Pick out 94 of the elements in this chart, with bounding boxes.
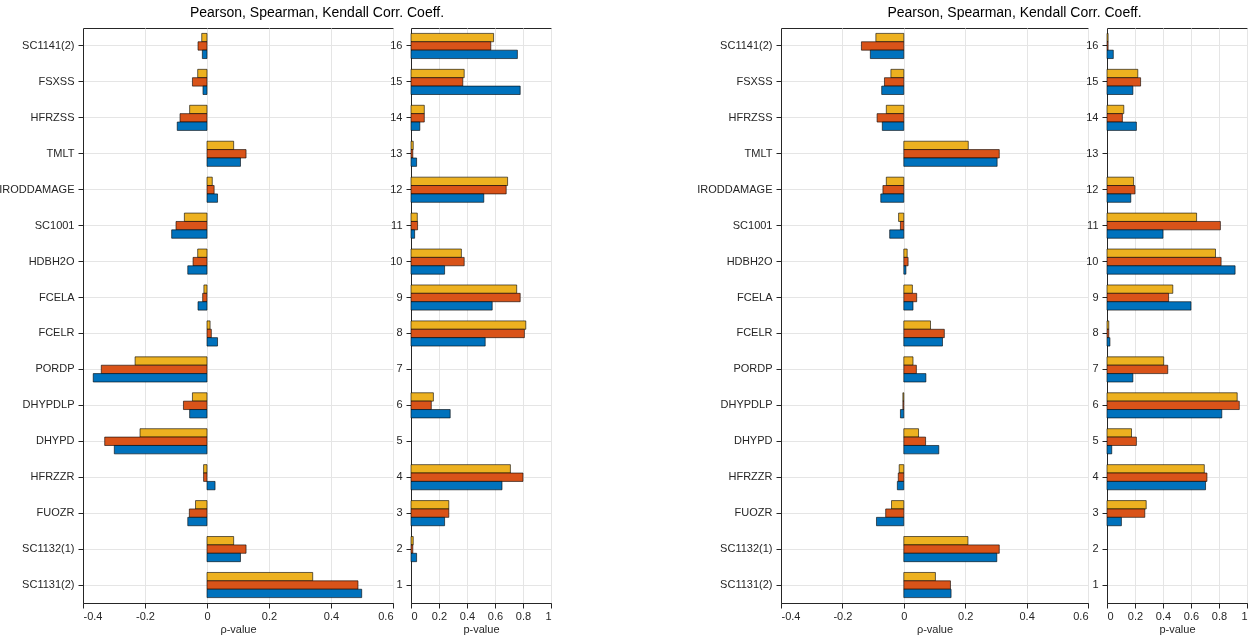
y-tick-label: 1 <box>1092 578 1099 591</box>
x-axis-title: p-value <box>1159 622 1196 635</box>
x-tick-label: 0.8 <box>515 609 532 622</box>
y-tick-label: 14 <box>1086 110 1099 123</box>
y-tick-label: 5 <box>396 434 403 447</box>
y-tick-label: SC1132(1) <box>22 542 75 555</box>
y-tick-label: 10 <box>390 254 403 267</box>
y-tick-label: HDBH2O <box>726 254 773 267</box>
y-tick-label: 6 <box>1092 398 1099 411</box>
x-tick-label: 1 <box>545 609 552 622</box>
y-tick-label: 10 <box>1086 254 1099 267</box>
y-tick-label: 13 <box>390 146 403 159</box>
x-tick-label: 0.2 <box>958 609 974 622</box>
y-tick-label: FUOZR <box>36 506 75 519</box>
y-tick-label: SC1141(2) <box>22 38 75 51</box>
y-tick-label: PORDP <box>35 362 75 375</box>
x-axis-title: ρ-value <box>916 622 954 635</box>
x-tick-label: 0 <box>901 609 908 622</box>
y-tick-label: 1 <box>396 578 403 591</box>
y-tick-label: DHYPD <box>733 434 773 447</box>
y-tick-label: FCELR <box>38 326 75 339</box>
y-tick-label: 9 <box>396 290 403 303</box>
x-tick-label: 0.6 <box>487 609 504 622</box>
y-tick-label: FCELA <box>39 290 76 303</box>
y-tick-label: 5 <box>1092 434 1099 447</box>
y-tick-label: FSXSS <box>38 74 75 87</box>
x-tick-label: -0.4 <box>83 609 103 622</box>
y-tick-label: DHYPDLP <box>22 398 75 411</box>
x-tick-label: 1 <box>1241 609 1248 622</box>
y-tick-label: HDBH2O <box>28 254 75 267</box>
y-tick-label: DHYPDLP <box>720 398 773 411</box>
y-tick-label: 3 <box>396 506 403 519</box>
y-tick-label: 13 <box>1086 146 1099 159</box>
x-tick-label: 0.4 <box>1019 609 1035 622</box>
y-tick-label: FCELR <box>736 326 773 339</box>
y-tick-label: SC1141(2) <box>720 38 773 51</box>
y-tick-label: 15 <box>1086 74 1099 87</box>
y-tick-label: SC1001 <box>34 218 75 231</box>
y-tick-label: 11 <box>391 218 403 231</box>
y-tick-label: 7 <box>396 362 403 375</box>
y-tick-label: HFRZZR <box>30 470 75 483</box>
y-tick-label: HFRZSS <box>30 110 75 123</box>
y-tick-label: 9 <box>1092 290 1099 303</box>
x-tick-label: 0.4 <box>323 609 340 622</box>
x-tick-label: 0.4 <box>459 609 476 622</box>
y-tick-label: TMLT <box>744 146 773 159</box>
chart-title: Pearson, Spearman, Kendall Corr. Coeff. <box>887 4 1142 20</box>
y-tick-label: SC1131(2) <box>22 578 75 591</box>
y-tick-label: HFRZSS <box>728 110 773 123</box>
y-tick-label: 2 <box>396 542 403 555</box>
x-tick-label: 0 <box>411 609 418 622</box>
x-tick-label: 0 <box>1107 609 1114 622</box>
x-axis-title: ρ-value <box>220 622 257 635</box>
y-tick-label: IRODDAMAGE <box>0 182 75 195</box>
y-tick-label: 14 <box>390 110 403 123</box>
y-tick-label: 2 <box>1092 542 1099 555</box>
y-tick-label: PORDP <box>733 362 773 375</box>
y-tick-label: 8 <box>1092 326 1099 339</box>
x-tick-label: 0.6 <box>378 609 394 622</box>
x-axis-title: p-value <box>463 622 500 635</box>
y-tick-label: SC1001 <box>732 218 773 231</box>
y-tick-label: DHYPD <box>35 434 75 447</box>
x-tick-label: 0.6 <box>1183 609 1200 622</box>
x-tick-label: 0.2 <box>261 609 278 622</box>
x-tick-label: 0.2 <box>1127 609 1144 622</box>
y-tick-label: 11 <box>1087 218 1099 231</box>
y-tick-label: HFRZZR <box>728 470 773 483</box>
x-tick-label: -0.2 <box>136 609 155 622</box>
y-tick-label: TMLT <box>46 146 75 159</box>
y-tick-label: 16 <box>390 38 403 51</box>
y-tick-label: FSXSS <box>736 74 773 87</box>
y-tick-label: 4 <box>1092 470 1099 483</box>
y-tick-label: FCELA <box>737 290 774 303</box>
y-tick-label: IRODDAMAGE <box>697 182 773 195</box>
x-tick-label: 0 <box>204 609 211 622</box>
y-tick-label: 4 <box>396 470 403 483</box>
y-tick-label: 15 <box>390 74 403 87</box>
x-tick-label: 0.6 <box>1073 609 1089 622</box>
x-tick-label: 0.4 <box>1155 609 1172 622</box>
y-tick-label: SC1132(1) <box>720 542 773 555</box>
y-tick-label: 6 <box>396 398 403 411</box>
x-tick-label: -0.2 <box>833 609 853 622</box>
y-tick-label: 12 <box>1086 182 1099 195</box>
x-tick-label: 0.8 <box>1211 609 1228 622</box>
y-tick-label: 3 <box>1092 506 1099 519</box>
x-tick-label: -0.4 <box>781 609 801 622</box>
x-tick-label: 0.2 <box>431 609 448 622</box>
y-tick-label: SC1131(2) <box>720 578 773 591</box>
y-tick-label: 7 <box>1092 362 1099 375</box>
y-tick-label: 12 <box>390 182 403 195</box>
y-tick-label: 8 <box>396 326 403 339</box>
chart-title: Pearson, Spearman, Kendall Corr. Coeff. <box>189 4 445 20</box>
y-tick-label: 16 <box>1086 38 1099 51</box>
y-tick-label: FUOZR <box>734 506 773 519</box>
